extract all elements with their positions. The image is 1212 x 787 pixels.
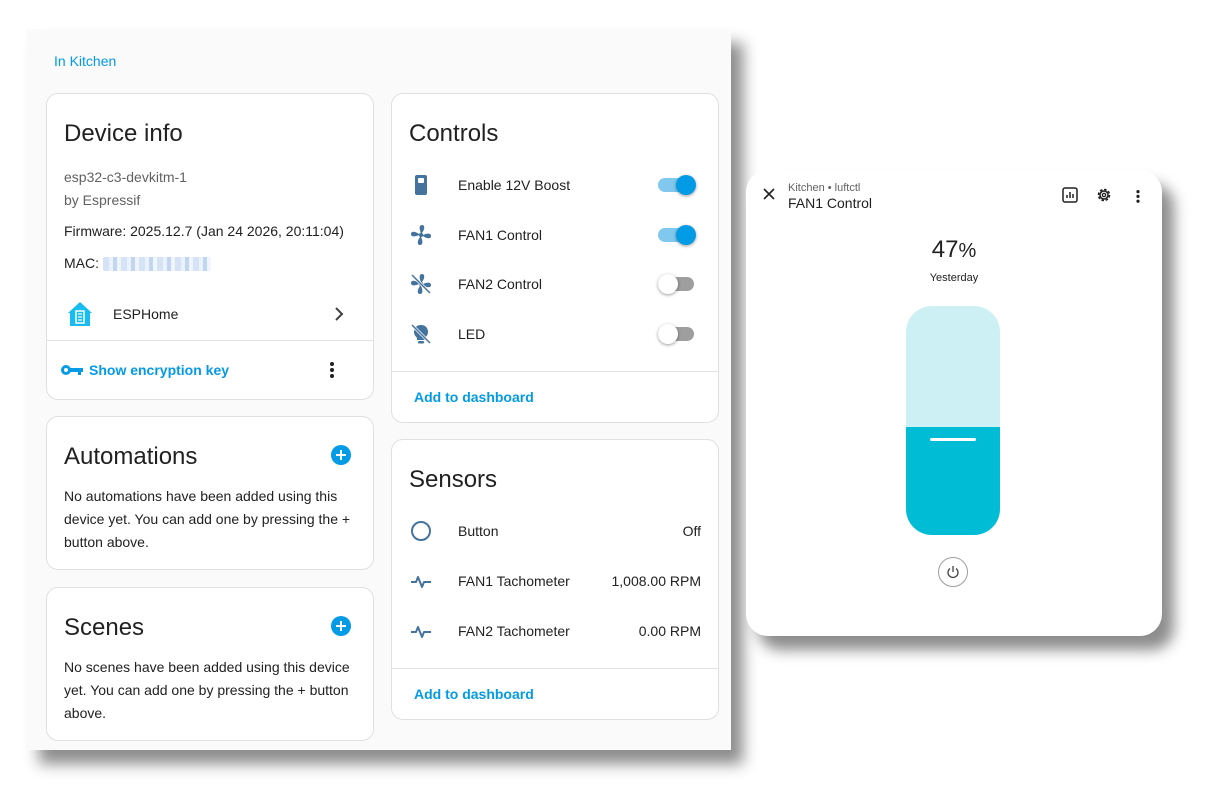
fan-percentage-value: 47 [931,236,959,263]
gear-icon[interactable] [1095,186,1113,204]
circle-outline-icon [411,521,431,541]
automations-empty-text: No automations have been added using thi… [64,488,351,550]
last-changed: Yesterday [929,272,979,284]
control-label: LED [458,326,486,342]
key-icon [61,365,83,375]
dialog-breadcrumb: Kitchen • luftctl [788,182,861,194]
power-button[interactable] [938,557,968,587]
esphome-icon [68,302,92,326]
mac-address-redacted [103,257,211,272]
control-row-fan2[interactable]: FAN2 Control [392,264,718,304]
controls-card: Controls Enable 12V Boost FAN1 Control [391,93,719,423]
sensors-card: Sensors Button Off FAN1 Tachometer 1,008… [391,439,719,720]
sensor-row-button[interactable]: Button Off [392,511,718,551]
scenes-card: Scenes No scenes have been added using t… [46,587,374,741]
automations-title: Automations [64,443,198,470]
chevron-right-icon [335,307,344,321]
battery-icon [415,175,427,195]
card-divider [392,668,718,669]
area-link[interactable]: In Kitchen [54,53,117,69]
automations-card: Automations No automations have been add… [46,416,374,570]
device-info-card: Device info esp32-c3-devkitm-1 by Espres… [46,93,374,400]
control-label: Enable 12V Boost [458,177,571,193]
device-model: esp32-c3-devkitm-1 [64,169,187,185]
toggle-switch[interactable] [658,274,696,294]
fan-speed-slider[interactable] [906,306,1000,535]
fan-speed-fill [906,427,1000,535]
integration-row-esphome[interactable]: ESPHome [47,293,373,337]
control-label: FAN2 Control [458,276,543,292]
sensor-value: 0.00 RPM [638,623,701,639]
device-menu-icon[interactable] [329,362,335,382]
sensor-value: 1,008.00 RPM [611,573,702,589]
close-icon[interactable] [762,187,776,201]
more-info-dialog: Kitchen • luftctl FAN1 Control 47% Yeste… [746,170,1162,636]
card-divider [392,371,718,372]
control-label: FAN1 Control [458,227,543,243]
controls-title: Controls [409,120,499,147]
sensor-row-fan2-tachometer[interactable]: FAN2 Tachometer 0.00 RPM [392,611,718,651]
fan-percentage-unit: % [958,240,977,262]
fan-icon [411,225,431,245]
lightbulb-off-icon [410,323,432,345]
sensors-title: Sensors [409,466,498,493]
history-chart-icon[interactable] [1061,186,1079,204]
sensor-label: FAN2 Tachometer [458,623,570,639]
sensor-value: Off [682,523,701,539]
control-row-fan1[interactable]: FAN1 Control [392,215,718,255]
sensor-row-fan1-tachometer[interactable]: FAN1 Tachometer 1,008.00 RPM [392,561,718,601]
pulse-icon [411,576,431,588]
toggle-switch[interactable] [658,225,696,245]
pulse-icon [411,626,431,638]
encryption-key-label: Show encryption key [89,362,230,378]
sensors-add-to-dashboard-button[interactable]: Add to dashboard [414,686,534,702]
dialog-menu-icon[interactable] [1136,190,1141,206]
add-automation-button[interactable] [331,445,351,465]
fan-speed-handle[interactable] [930,438,976,441]
device-mac: MAC: [64,255,211,272]
fan-off-icon [410,273,432,295]
scenes-title: Scenes [64,614,145,641]
sensor-label: Button [458,523,499,539]
controls-add-to-dashboard-button[interactable]: Add to dashboard [414,389,534,405]
device-manufacturer: by Espressif [64,192,141,208]
dialog-title: FAN1 Control [788,195,873,211]
mac-label: MAC: [64,255,99,271]
control-row-led[interactable]: LED [392,314,718,354]
integration-label: ESPHome [113,306,179,322]
toggle-switch[interactable] [658,324,696,344]
add-scene-button[interactable] [331,616,351,636]
toggle-switch[interactable] [658,175,696,195]
fan-percentage: 47% [746,236,1162,264]
device-info-title: Device info [64,120,183,147]
device-page: In Kitchen Device info esp32-c3-devkitm-… [27,29,731,750]
device-firmware: Firmware: 2025.12.7 (Jan 24 2026, 20:11:… [64,223,344,239]
control-row-12v-boost[interactable]: Enable 12V Boost [392,165,718,205]
card-divider [47,340,373,341]
scenes-empty-text: No scenes have been added using this dev… [64,659,350,721]
sensor-label: FAN1 Tachometer [458,573,570,589]
power-icon [947,566,959,579]
